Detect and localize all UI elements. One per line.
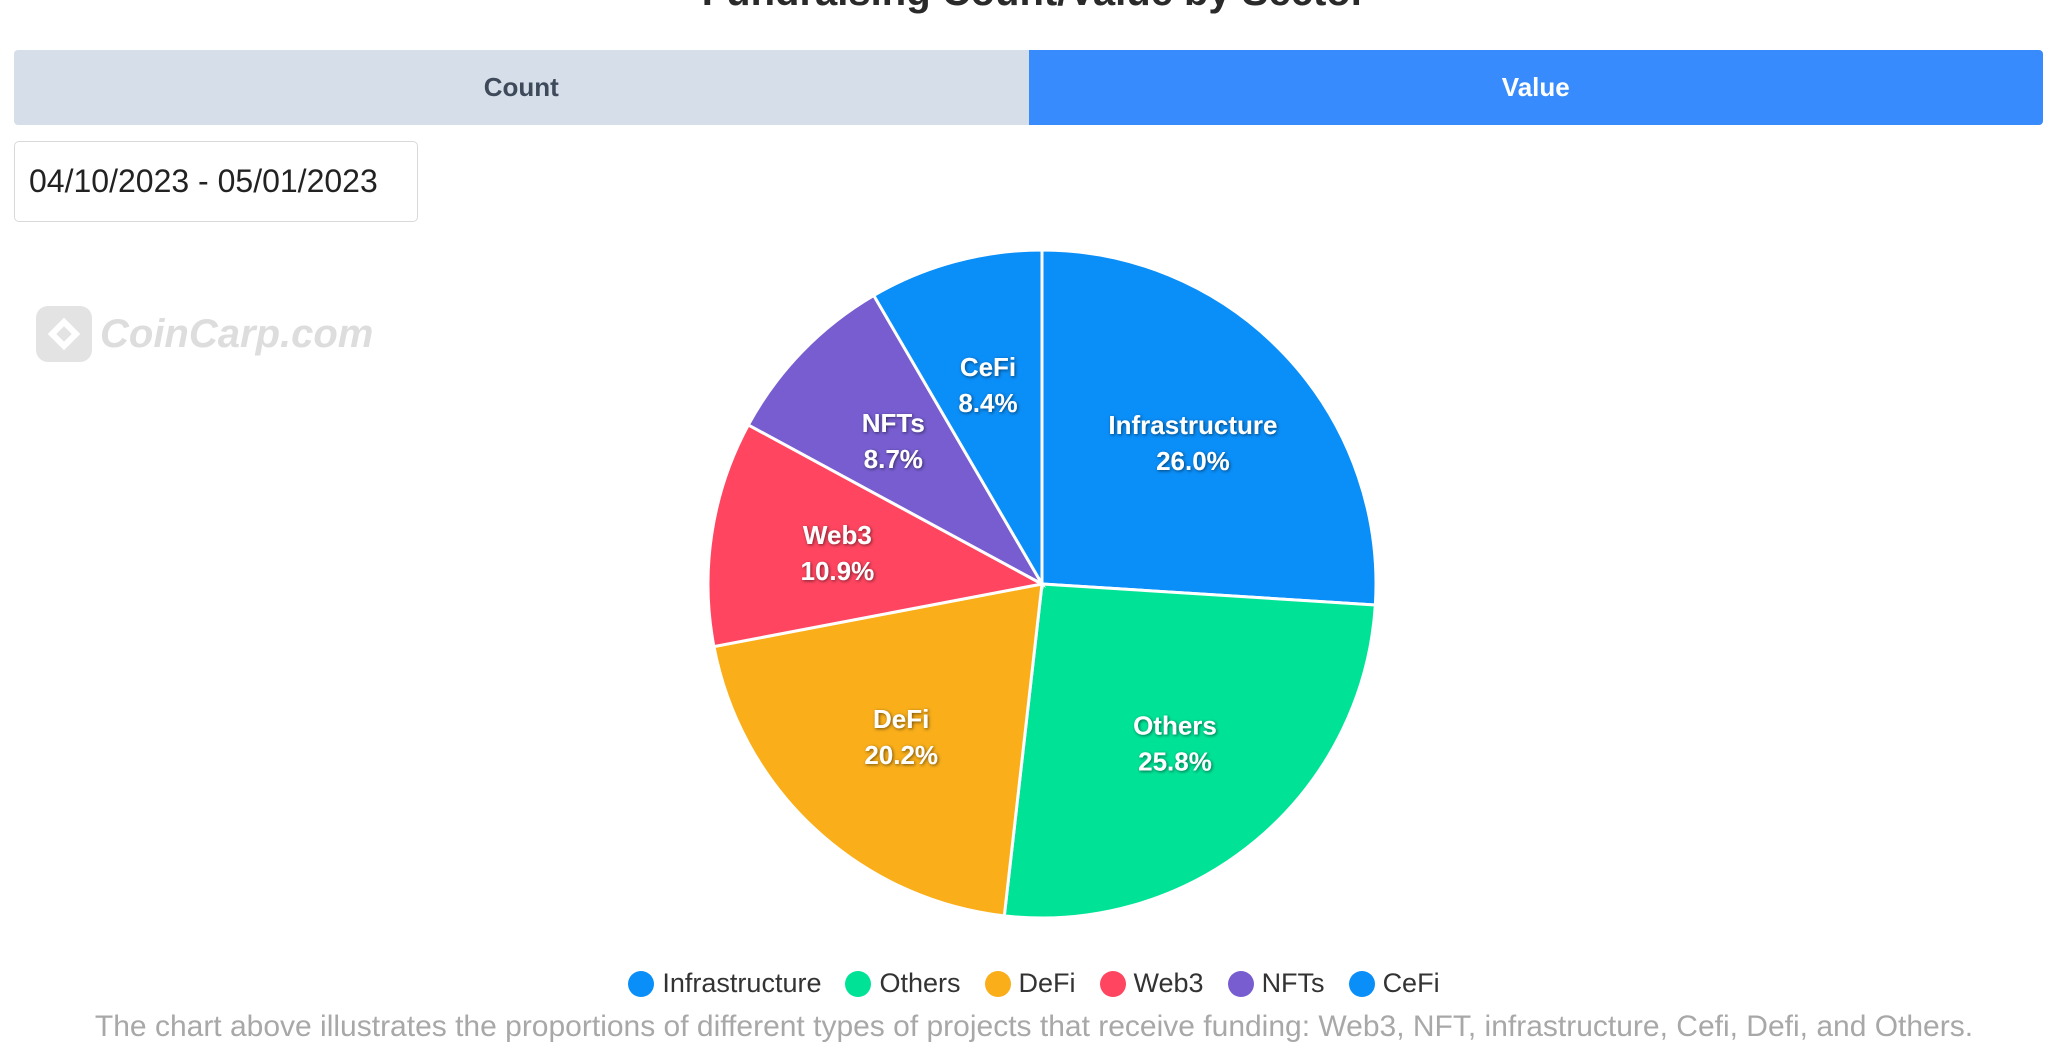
legend-item-defi[interactable]: DeFi [984,968,1076,999]
date-range-picker[interactable]: 04/10/2023 - 05/01/2023 [14,141,418,222]
legend-item-nfts[interactable]: NFTs [1227,968,1325,999]
pie-slice-nfts[interactable] [746,293,1046,588]
legend-item-others[interactable]: Others [845,968,961,999]
slice-value-infrastructure: 26.0% [1156,446,1230,476]
pie-slice-others[interactable] [1002,582,1377,920]
slice-label-cefi: CeFi [960,352,1016,382]
pie-chart: Infrastructure 26.0% Others 25.8% DeFi 20.2% W… [706,248,1378,920]
legend-marker-nfts [1227,970,1254,997]
legend-item-cefi[interactable]: CeFi [1348,968,1440,999]
pie-slice-cefi[interactable] [871,248,1044,590]
pie-slice-web3[interactable] [706,422,1047,649]
pie-slice-infrastructure[interactable] [1040,248,1378,607]
slice-label-web3: Web3 [803,520,872,550]
slice-value-nfts: 8.7% [864,444,923,474]
legend-item-web3[interactable]: Web3 [1099,968,1204,999]
legend-marker-defi [984,970,1011,997]
slice-value-defi: 20.2% [864,740,938,770]
chart-title: Fundraising Count/Value by Sector [0,0,2068,12]
slice-label-infrastructure: Infrastructure [1108,410,1277,440]
legend-label-infrastructure: Infrastructure [662,968,822,998]
legend-marker-web3 [1099,970,1126,997]
chart-legend: Infrastructure Others DeFi Web3 NFTs CeFi [0,968,2068,999]
slice-value-others: 25.8% [1138,747,1212,777]
slice-value-web3: 10.9% [801,556,875,586]
slice-label-defi: DeFi [873,704,929,734]
legend-label-others: Others [879,968,961,998]
legend-label-nfts: NFTs [1261,968,1325,998]
metric-tabs: Count Value [14,50,2043,125]
legend-label-defi: DeFi [1018,968,1076,998]
coincarp-logo-icon [36,306,92,362]
watermark-text: CoinCarp.com [100,311,374,356]
slice-label-others: Others [1133,711,1217,741]
tab-value[interactable]: Value [1028,50,2043,125]
legend-marker-cefi [1348,970,1375,997]
tab-count[interactable]: Count [14,50,1029,125]
legend-item-infrastructure[interactable]: Infrastructure [628,968,821,999]
legend-label-cefi: CeFi [1382,968,1440,998]
slice-value-cefi: 8.4% [958,388,1017,418]
slice-label-nfts: NFTs [862,408,925,438]
legend-label-web3: Web3 [1133,968,1204,998]
watermark: CoinCarp.com [36,306,373,362]
legend-marker-infrastructure [628,970,655,997]
legend-marker-others [845,970,872,997]
chart-caption: The chart above illustrates the proporti… [94,1010,1974,1043]
pie-slice-defi[interactable] [712,582,1044,918]
